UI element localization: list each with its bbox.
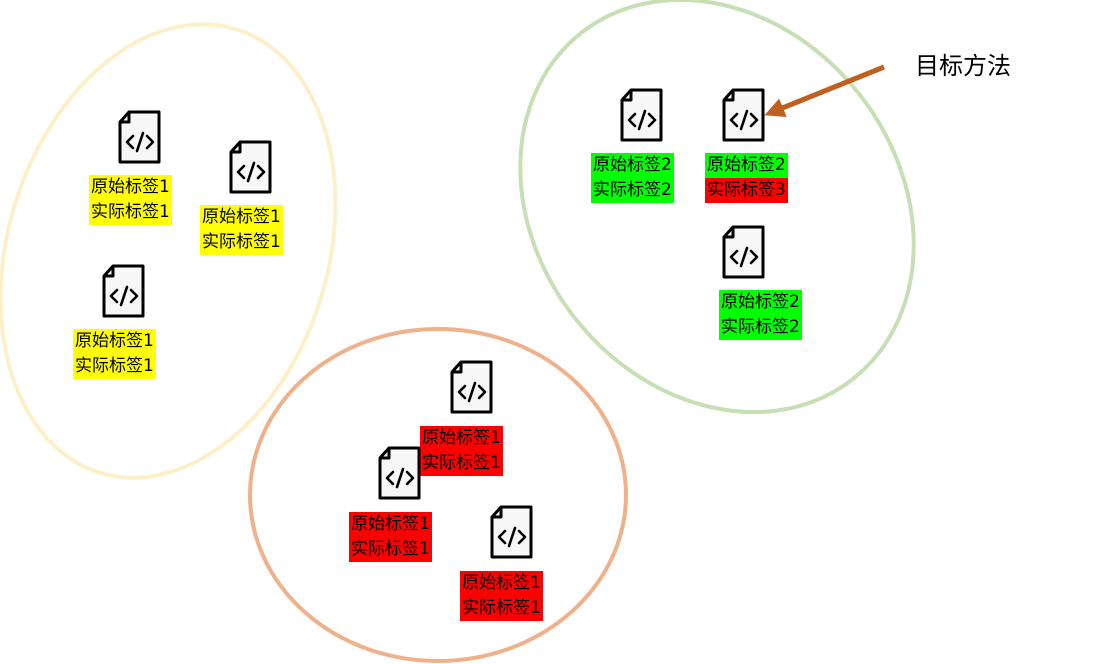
actual-label: 实际标签1 bbox=[73, 354, 156, 379]
original-label: 原始标签1 bbox=[460, 571, 543, 596]
code-file-icon bbox=[450, 360, 493, 414]
original-label: 原始标签1 bbox=[349, 512, 432, 537]
original-label: 原始标签1 bbox=[420, 426, 503, 451]
code-file-icon bbox=[378, 446, 421, 500]
green-cluster-outline bbox=[518, 0, 916, 415]
target-method-annotation: 目标方法 bbox=[915, 52, 1011, 80]
code-file-icon bbox=[722, 225, 765, 279]
actual-label: 实际标签1 bbox=[420, 451, 503, 476]
code-file-icon bbox=[620, 88, 663, 142]
actual-label: 实际标签1 bbox=[200, 230, 283, 255]
original-label: 原始标签2 bbox=[591, 153, 674, 178]
actual-label: 实际标签2 bbox=[591, 178, 674, 203]
original-label: 原始标签1 bbox=[89, 175, 172, 200]
code-file-icon bbox=[490, 505, 533, 559]
actual-label: 实际标签1 bbox=[89, 200, 172, 225]
code-file-icon bbox=[722, 88, 765, 142]
target-arrow bbox=[764, 64, 885, 118]
code-file-icon bbox=[102, 264, 145, 318]
original-label: 原始标签1 bbox=[200, 205, 283, 230]
actual-label: 实际标签1 bbox=[460, 596, 543, 621]
original-label: 原始标签2 bbox=[705, 153, 788, 178]
actual-label: 实际标签2 bbox=[719, 315, 802, 340]
original-label: 原始标签1 bbox=[73, 329, 156, 354]
orange-cluster-outline bbox=[248, 327, 628, 663]
actual-label: 实际标签1 bbox=[349, 537, 432, 562]
original-label: 原始标签2 bbox=[719, 290, 802, 315]
actual-label: 实际标签3 bbox=[705, 178, 788, 203]
code-file-icon bbox=[229, 140, 272, 194]
code-file-icon bbox=[118, 110, 161, 164]
yellow-cluster-outline bbox=[0, 22, 338, 480]
